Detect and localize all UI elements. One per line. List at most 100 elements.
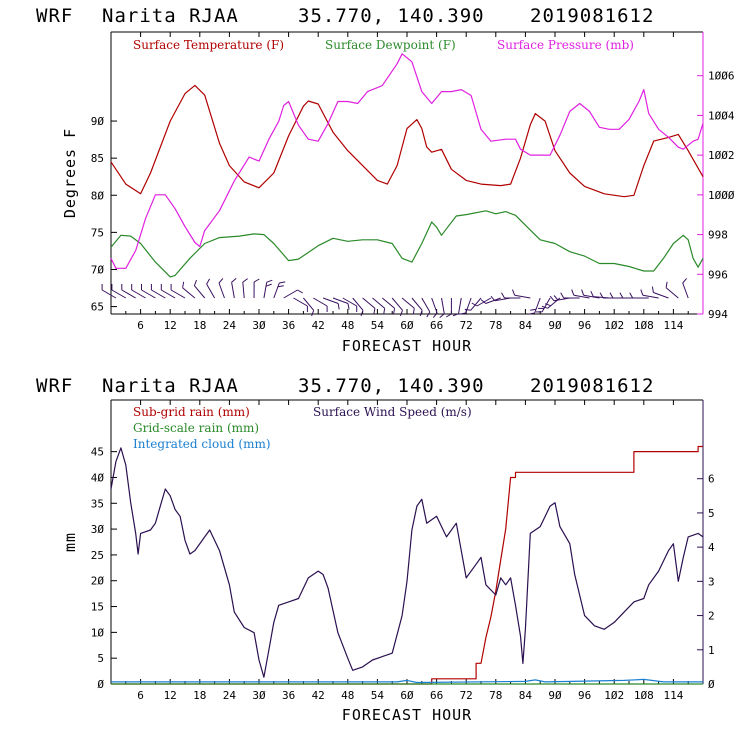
wind-barb [101, 284, 117, 299]
legend-entry: Grid-scale rain (mm) [133, 421, 259, 435]
wind-barb [445, 298, 452, 318]
wind-barb [141, 284, 156, 299]
wind-barb [332, 297, 350, 310]
wind-barb [231, 278, 237, 299]
wind-barb [111, 284, 127, 299]
x-tick-label: 3Ø [252, 319, 266, 332]
wind-barb [619, 292, 639, 299]
header-run: 2019081612 [530, 375, 654, 397]
chart-panel-2: WRF Narita RJAA 35.770, 140.390 2019081612 6… [36, 375, 715, 724]
x-tick-label: 66 [430, 689, 443, 702]
y2-tick-label: 994 [708, 308, 728, 321]
wind-barb [421, 297, 431, 318]
x-tick-label: 48 [341, 689, 354, 702]
x-tick-label: 12 [164, 319, 177, 332]
x-tick-label: 54 [371, 689, 385, 702]
legend-entry: Integrated cloud (mm) [133, 437, 271, 451]
wind-barb [263, 279, 273, 299]
wind-barb [206, 278, 216, 299]
x-tick-label: 1Ø2 [604, 319, 624, 332]
wind-barb [528, 297, 541, 315]
wind-barb [283, 289, 303, 299]
wind-barb [682, 278, 689, 299]
x-tick-label: 1Ø8 [634, 689, 654, 702]
y2-tick-label: 3 [708, 575, 715, 588]
chart-panel-1: WRF Narita RJAA 35.770, 140.390 2019081612 6… [36, 5, 735, 355]
y-tick-label: 3Ø [91, 523, 105, 536]
series-line-surface-pressure-mb [110, 53, 704, 269]
y2-tick-label: 996 [708, 268, 728, 281]
legend-entry: Surface Pressure (mb) [497, 38, 634, 52]
header-run: 2019081612 [530, 5, 654, 27]
x-tick-label: 6Ø [400, 319, 414, 332]
y2-tick-label: 5 [708, 507, 715, 520]
legend-entry: Surface Dewpoint (F) [325, 38, 456, 52]
wind-barb [471, 297, 492, 307]
x-tick-label: 12 [164, 689, 177, 702]
y2-tick-label: 4 [708, 541, 715, 554]
y-tick-label: Ø [97, 678, 104, 691]
wind-barb [352, 297, 364, 317]
wind-barb [401, 297, 415, 315]
wind-barb [342, 297, 358, 312]
x-tick-label: 96 [578, 689, 591, 702]
y-tick-label: 7Ø [91, 263, 105, 276]
y2-tick-label: 1ØØ2 [708, 149, 735, 162]
x-tick-label: 18 [193, 689, 206, 702]
series-line-surface-wind-speed-m-s [110, 447, 704, 678]
wind-barb [293, 297, 308, 312]
wind-barb [382, 297, 396, 315]
x-tick-label: 3Ø [252, 689, 266, 702]
legend-entry: Surface Wind Speed (m/s) [313, 405, 472, 419]
wind-barb [599, 292, 620, 299]
x-tick-label: 24 [223, 689, 237, 702]
header-station: Narita RJAA [102, 375, 239, 397]
x-tick-label: 42 [312, 689, 325, 702]
x-tick-label: 54 [371, 319, 385, 332]
wind-barb [629, 292, 649, 299]
header-model: WRF [36, 375, 73, 397]
x-tick-label: 36 [282, 319, 295, 332]
wind-barb [131, 284, 146, 299]
wind-barb [651, 286, 669, 299]
x-tick-label: 114 [663, 319, 683, 332]
wind-barb [439, 297, 445, 318]
x-tick-label: 84 [519, 319, 533, 332]
wind-barb [452, 297, 462, 317]
wind-barb [362, 297, 376, 315]
y2-tick-label: 1ØØØ [708, 189, 735, 202]
header-coords: 35.770, 140.390 [298, 5, 485, 27]
header-model: WRF [36, 5, 73, 27]
wind-barb [459, 297, 472, 315]
wind-barb [253, 278, 260, 299]
wind-barb [590, 290, 610, 299]
y-tick-label: 9Ø [91, 115, 105, 128]
wind-barb [640, 289, 659, 299]
wind-barb [411, 297, 423, 317]
x-tick-label: 6 [137, 689, 144, 702]
x-tick-label: 1Ø8 [634, 319, 654, 332]
x-tick-label: 18 [193, 319, 206, 332]
x-axis-label: FORECAST HOUR [342, 706, 472, 724]
wind-barb [242, 278, 248, 299]
x-tick-label: 96 [578, 319, 591, 332]
wind-barbs [101, 278, 689, 318]
x-tick-label: 72 [460, 689, 473, 702]
wind-barb [391, 297, 403, 317]
y2-tick-label: 2 [708, 610, 715, 623]
x-tick-label: 78 [489, 689, 502, 702]
wind-barb [193, 279, 206, 299]
y-tick-label: 85 [91, 152, 104, 165]
y-tick-label: 45 [91, 446, 104, 459]
x-tick-label: 72 [460, 319, 473, 332]
y-tick-label: 75 [91, 226, 104, 239]
y-tick-label: 8Ø [91, 189, 105, 202]
y-tick-label: 4Ø [91, 471, 105, 484]
x-axis-label: FORECAST HOUR [342, 337, 472, 355]
wind-barb [536, 297, 551, 313]
wind-barb [464, 297, 482, 311]
wind-barb [480, 297, 501, 304]
wind-barb [581, 289, 600, 299]
x-tick-label: 24 [223, 319, 237, 332]
wind-barb [121, 284, 136, 299]
